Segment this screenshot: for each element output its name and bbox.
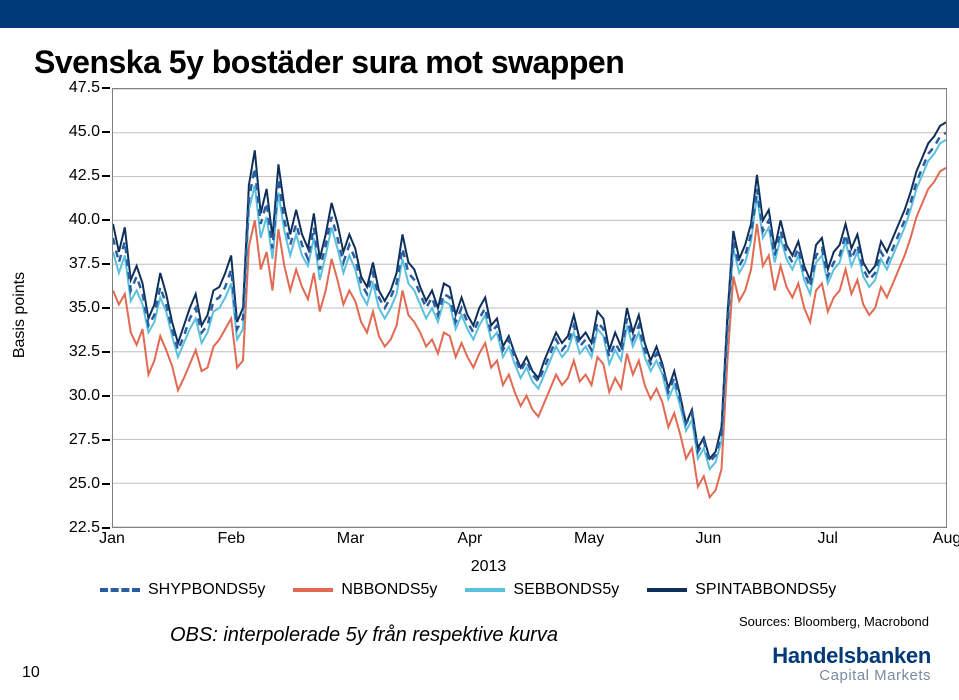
y-tick: 35.0 [48, 299, 100, 317]
plot-area [112, 88, 947, 528]
y-tick-mark [102, 263, 110, 265]
logo-main: Handelsbanken [772, 643, 931, 669]
y-tick-mark [102, 219, 110, 221]
y-tick-mark [102, 351, 110, 353]
y-tick: 37.5 [48, 255, 100, 273]
legend-swatch [100, 588, 140, 592]
y-tick-mark [102, 175, 110, 177]
y-tick-mark [102, 307, 110, 309]
y-tick-labels: 22.5 25.0 27.5 30.0 32.5 35.0 37.5 40.0 42.5 45.0… [48, 80, 100, 550]
x-tick-labels: JanFebMarAprMayJunJulAug [112, 530, 947, 552]
y-tick: 27.5 [48, 431, 100, 449]
chart-svg [113, 89, 946, 527]
y-tick-mark [102, 439, 110, 441]
legend-label: SEBBONDS5y [513, 581, 619, 599]
y-axis-label: Basis points [11, 272, 29, 358]
y-tick: 40.0 [48, 211, 100, 229]
chart-container: Basis points 22.525.027.530.032.535.037.… [30, 80, 947, 550]
top-bar [0, 0, 959, 28]
x-tick: Aug [933, 530, 959, 548]
legend-swatch [293, 588, 333, 592]
y-tick: 45.0 [48, 123, 100, 141]
legend-label: SPINTABBONDS5y [695, 581, 836, 599]
chart-caption: OBS: interpolerade 5y från respektive ku… [170, 624, 558, 647]
legend-item: SEBBONDS5y [465, 581, 619, 599]
y-tick-mark [102, 483, 110, 485]
series-NBBONDS5y [113, 168, 946, 497]
x-tick: Feb [217, 530, 245, 548]
y-tick-mark [102, 527, 110, 529]
x-tick: Apr [457, 530, 482, 548]
brand-logo: Handelsbanken Capital Markets [772, 643, 931, 684]
legend-item: SPINTABBONDS5y [647, 581, 836, 599]
logo-sub: Capital Markets [772, 667, 931, 684]
x-tick: Jun [696, 530, 722, 548]
legend-swatch [647, 588, 687, 592]
page-title: Svenska 5y bostäder sura mot swappen [34, 44, 624, 81]
y-tick-mark [102, 87, 110, 89]
y-tick: 32.5 [48, 343, 100, 361]
legend-label: NBBONDS5y [341, 581, 437, 599]
x-tick: May [574, 530, 604, 548]
x-tick: Jul [817, 530, 837, 548]
legend-item: SHYPBONDS5y [100, 581, 265, 599]
y-tick: 47.5 [48, 79, 100, 97]
series-SHYPBONDS5y [113, 133, 946, 462]
series-SPINTABBONDS5y [113, 122, 946, 458]
page-number: 10 [22, 664, 40, 682]
y-tick-mark [102, 131, 110, 133]
y-tick: 42.5 [48, 167, 100, 185]
legend-label: SHYPBONDS5y [148, 581, 265, 599]
y-tick: 22.5 [48, 519, 100, 537]
chart-legend: SHYPBONDS5y NBBONDS5y SEBBONDS5y SPINTABBON… [100, 578, 939, 602]
x-tick: Mar [337, 530, 365, 548]
y-tick-mark [102, 395, 110, 397]
y-tick: 30.0 [48, 387, 100, 405]
series-SEBBONDS5y [113, 140, 946, 469]
chart-source: Sources: Bloomberg, Macrobond [739, 614, 929, 629]
x-axis-year: 2013 [471, 558, 507, 576]
legend-item: NBBONDS5y [293, 581, 437, 599]
x-tick: Jan [99, 530, 125, 548]
y-tick: 25.0 [48, 475, 100, 493]
legend-swatch [465, 588, 505, 592]
